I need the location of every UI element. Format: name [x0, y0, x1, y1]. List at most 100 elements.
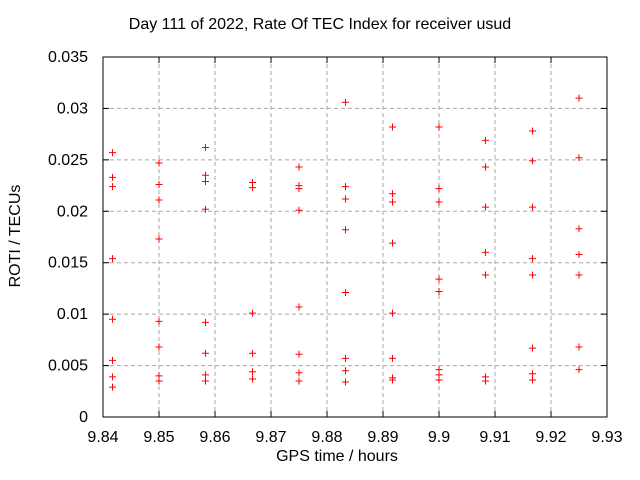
data-point-marker — [249, 309, 257, 317]
data-point-marker — [201, 371, 209, 379]
data-point-marker — [295, 377, 303, 385]
x-tick-label: 9.84 — [87, 429, 118, 446]
data-point-marker — [575, 366, 583, 374]
data-point-marker — [575, 225, 583, 233]
data-point-marker — [529, 271, 537, 279]
y-tick-label: 0.02 — [57, 203, 88, 220]
data-point-marker — [155, 196, 163, 204]
data-point-marker — [295, 185, 303, 193]
data-point-marker — [389, 190, 397, 198]
data-point-marker — [201, 171, 209, 179]
x-tick-label: 9.9 — [428, 429, 450, 446]
data-point-marker — [529, 370, 537, 378]
data-point-marker — [109, 356, 117, 364]
data-point-marker — [389, 123, 397, 131]
data-point-marker — [481, 163, 489, 171]
data-point-marker — [575, 343, 583, 351]
data-point-marker — [341, 98, 349, 106]
data-point-marker — [389, 354, 397, 362]
data-point-marker — [529, 157, 537, 165]
x-tick-label: 9.92 — [535, 429, 566, 446]
data-point-marker — [389, 376, 397, 384]
data-point-marker — [481, 248, 489, 256]
x-tick-label: 9.85 — [143, 429, 174, 446]
data-point-marker — [249, 184, 257, 192]
data-point-marker — [201, 377, 209, 385]
data-point-marker — [435, 288, 443, 296]
data-point-marker — [481, 271, 489, 279]
y-tick-label: 0.035 — [48, 49, 88, 66]
data-point-marker — [201, 318, 209, 326]
data-point-marker — [575, 154, 583, 162]
data-point-marker — [109, 383, 117, 391]
data-point-marker — [481, 377, 489, 385]
data-point-marker — [155, 181, 163, 189]
x-tick-label: 9.86 — [199, 429, 230, 446]
data-point-marker — [481, 136, 489, 144]
plot-border — [102, 56, 608, 418]
data-point-marker — [295, 303, 303, 311]
data-point-marker — [295, 206, 303, 214]
data-point-marker — [295, 369, 303, 377]
chart-title: Day 111 of 2022, Rate Of TEC Index for r… — [128, 16, 512, 33]
data-point-marker — [249, 375, 257, 383]
data-point-marker — [529, 344, 537, 352]
data-point-marker — [155, 235, 163, 243]
data-point-marker — [109, 173, 117, 181]
data-point-marker — [155, 159, 163, 167]
data-point-marker — [341, 367, 349, 375]
data-point-marker — [341, 195, 349, 203]
y-tick-label: 0 — [79, 409, 88, 426]
data-point-marker — [249, 349, 257, 357]
data-point-marker — [295, 163, 303, 171]
data-point-marker — [109, 183, 117, 191]
y-tick-label: 0.025 — [48, 152, 88, 169]
data-point-marker — [435, 198, 443, 206]
data-point-marker — [435, 275, 443, 283]
x-tick-label: 9.89 — [367, 429, 398, 446]
data-point-marker — [109, 373, 117, 381]
y-tick-label: 0.005 — [48, 358, 88, 375]
data-point-marker — [389, 239, 397, 247]
x-tick-label: 9.91 — [479, 429, 510, 446]
y-tick-label: 0.01 — [57, 306, 88, 323]
data-point-marker — [341, 354, 349, 362]
data-point-marker — [481, 203, 489, 211]
data-point-marker — [435, 123, 443, 131]
x-tick-label: 9.93 — [591, 429, 622, 446]
data-point-marker — [155, 343, 163, 351]
data-point-marker — [201, 205, 209, 213]
data-point-marker — [109, 315, 117, 323]
x-tick-label: 9.88 — [311, 429, 342, 446]
data-point-marker — [529, 255, 537, 263]
data-point-marker — [341, 226, 349, 234]
data-point-marker — [435, 185, 443, 193]
data-point-marker — [201, 177, 209, 185]
data-point-marker — [575, 94, 583, 102]
data-point-marker — [109, 149, 117, 157]
data-point-marker — [575, 271, 583, 279]
data-point-marker — [341, 289, 349, 297]
y-tick-label: 0.015 — [48, 255, 88, 272]
data-point-marker — [435, 376, 443, 384]
x-tick-label: 9.87 — [255, 429, 286, 446]
data-point-marker — [295, 350, 303, 358]
data-point-marker — [109, 255, 117, 263]
data-point-marker — [249, 368, 257, 376]
data-point-marker — [155, 317, 163, 325]
data-point-marker — [575, 250, 583, 258]
x-axis-title: GPS time / hours — [276, 448, 398, 465]
data-point-marker — [389, 198, 397, 206]
data-point-marker — [529, 203, 537, 211]
data-point-marker — [529, 376, 537, 384]
data-point-marker — [389, 309, 397, 317]
data-point-marker — [155, 377, 163, 385]
data-point-marker — [529, 127, 537, 135]
data-point-marker — [201, 144, 209, 152]
data-point-marker — [341, 183, 349, 191]
y-tick-label: 0.03 — [57, 100, 88, 117]
data-point-marker — [201, 349, 209, 357]
data-point-marker — [341, 378, 349, 386]
